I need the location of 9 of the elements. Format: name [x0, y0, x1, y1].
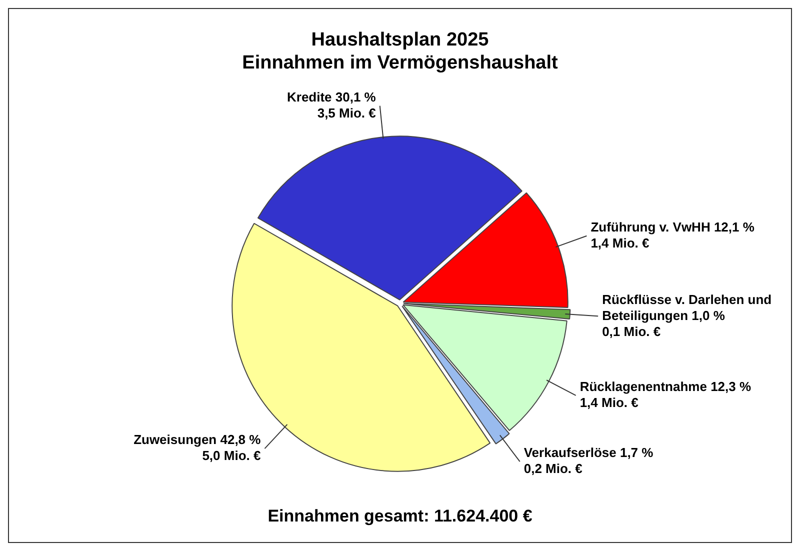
slice-label: Verkaufserlöse 1,7 % 0,2 Mio. € [524, 445, 654, 476]
slice-label: Rücklagenentnahme 12,3 % 1,4 Mio. € [580, 379, 752, 410]
text: Einnahmen gesamt: 11.624.400 € [268, 506, 533, 526]
chart-subtitle: Einnahmen im Vermögenshaushalt [242, 52, 559, 74]
slice-label: Rückflüsse v. Darlehen und Beteiligungen 1,0 % 0,1 Mio. € [602, 292, 772, 339]
chart-title: Haushaltsplan 2025 [311, 30, 490, 51]
slice-label: Zuweisungen 42,8 % 5,0 Mio. € [134, 432, 262, 464]
slice-label: Kredite 30,1 % 3,5 Mio. € [286, 89, 376, 120]
slice-label: Zuführung v. VwHH 12,1 % 1,4 Mio. € [590, 219, 755, 250]
